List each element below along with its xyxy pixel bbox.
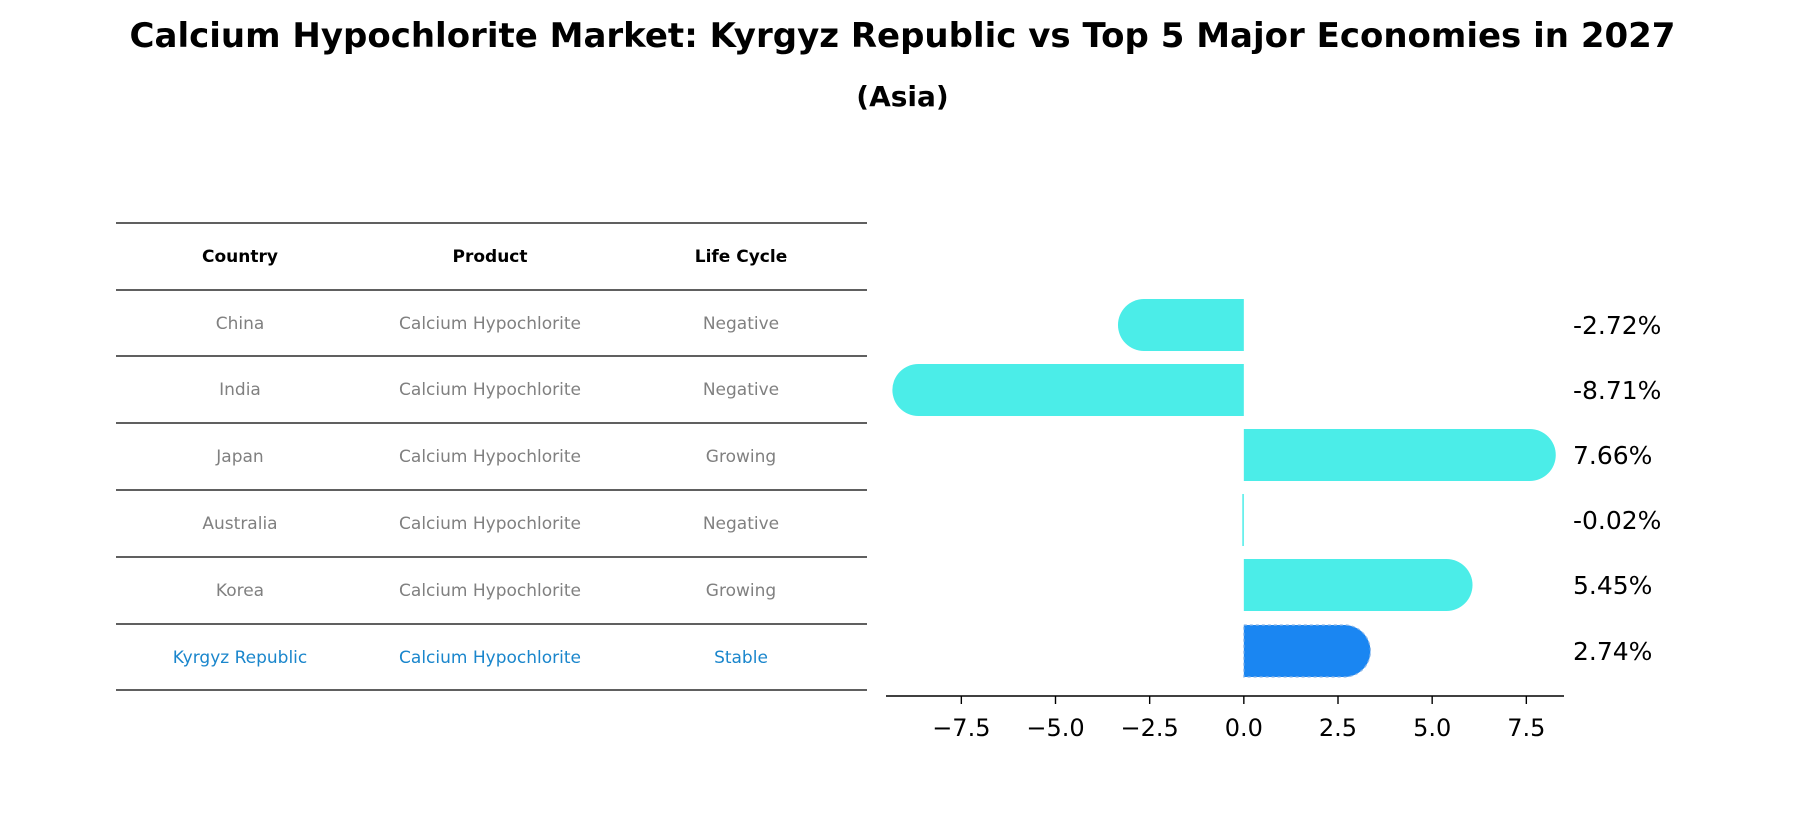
- bar: [1242, 494, 1244, 546]
- table-cell-product: Calcium Hypochlorite: [399, 581, 581, 601]
- bar-value-label: -2.72%: [1573, 311, 1661, 340]
- x-tick-label: 0.0: [1225, 714, 1263, 742]
- table-cell-country: China: [216, 314, 265, 334]
- table-cell-country: Kyrgyz Republic: [173, 648, 308, 668]
- table-header-country: Country: [202, 247, 278, 267]
- table-cell-country: Australia: [202, 514, 277, 534]
- table-cell-product: Calcium Hypochlorite: [399, 447, 581, 467]
- bar-value-label: -0.02%: [1573, 506, 1661, 535]
- bar-value-label: 2.74%: [1573, 637, 1652, 666]
- table-cell-life-cycle: Negative: [703, 514, 779, 534]
- chart-subtitle: (Asia): [856, 80, 949, 113]
- x-tick-label: 7.5: [1507, 714, 1545, 742]
- table-cell-country: Japan: [215, 447, 263, 467]
- bar-value-label: 7.66%: [1573, 441, 1652, 470]
- table-cell-product: Calcium Hypochlorite: [399, 648, 581, 668]
- table-cell-life-cycle: Negative: [703, 380, 779, 400]
- bar: [1243, 429, 1556, 481]
- table-cell-life-cycle: Negative: [703, 314, 779, 334]
- bar-highlight: [1243, 624, 1372, 678]
- bar: [892, 364, 1244, 416]
- table-cell-product: Calcium Hypochlorite: [399, 314, 581, 334]
- table-cell-life-cycle: Growing: [706, 447, 776, 467]
- x-tick-label: 5.0: [1413, 714, 1451, 742]
- table-cell-life-cycle: Growing: [706, 581, 776, 601]
- table-cell-product: Calcium Hypochlorite: [399, 380, 581, 400]
- table-cell-country: Korea: [216, 581, 264, 601]
- chart-title: Calcium Hypochlorite Market: Kyrgyz Repu…: [129, 16, 1676, 56]
- x-tick-label: −2.5: [1121, 714, 1179, 742]
- table-cell-product: Calcium Hypochlorite: [399, 514, 581, 534]
- table-cell-life-cycle: Stable: [714, 648, 768, 668]
- bar: [1243, 559, 1473, 611]
- x-tick-label: −5.0: [1026, 714, 1084, 742]
- bar-value-label: -8.71%: [1573, 376, 1661, 405]
- x-tick-label: −7.5: [932, 714, 990, 742]
- table-header-life-cycle: Life Cycle: [695, 247, 788, 267]
- table-cell-country: India: [219, 380, 261, 400]
- bar: [1117, 299, 1244, 351]
- x-tick-label: 2.5: [1319, 714, 1357, 742]
- bar-value-label: 5.45%: [1573, 571, 1652, 600]
- table-header-product: Product: [453, 247, 528, 267]
